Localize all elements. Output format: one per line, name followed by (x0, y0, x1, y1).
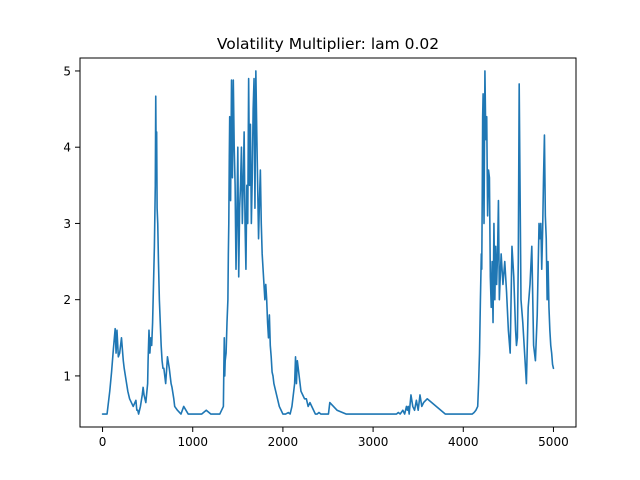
y-tick-label: 4 (63, 141, 71, 155)
plot-area-frame (79, 57, 577, 428)
chart-title: Volatility Multiplier: lam 0.02 (217, 35, 439, 53)
x-tick-label: 3000 (358, 435, 389, 449)
x-axis-ticks: 0 1000 2000 3000 4000 5000 (99, 427, 569, 449)
x-tick-label: 2000 (268, 435, 299, 449)
y-tick-label: 3 (63, 217, 71, 231)
x-tick-label: 0 (99, 435, 107, 449)
y-tick-label: 5 (63, 64, 71, 78)
x-tick-label: 1000 (177, 435, 208, 449)
y-tick-label: 1 (63, 369, 71, 383)
y-axis-ticks: 1 2 3 4 5 (63, 64, 80, 383)
series-line (101, 70, 555, 415)
x-tick-label: 5000 (538, 435, 569, 449)
x-tick-label: 4000 (448, 435, 479, 449)
y-tick-label: 2 (63, 293, 71, 307)
